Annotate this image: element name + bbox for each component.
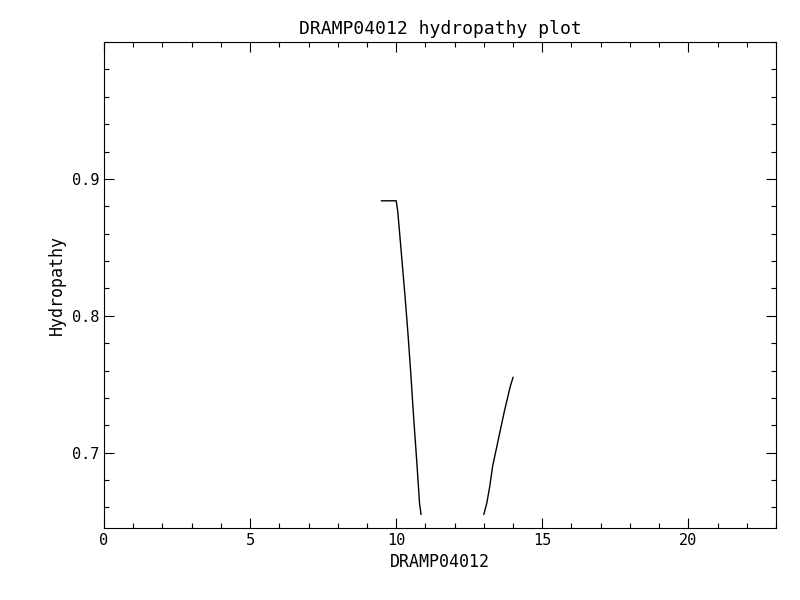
X-axis label: DRAMP04012: DRAMP04012	[390, 553, 490, 571]
Title: DRAMP04012 hydropathy plot: DRAMP04012 hydropathy plot	[298, 20, 582, 38]
Y-axis label: Hydropathy: Hydropathy	[48, 235, 66, 335]
